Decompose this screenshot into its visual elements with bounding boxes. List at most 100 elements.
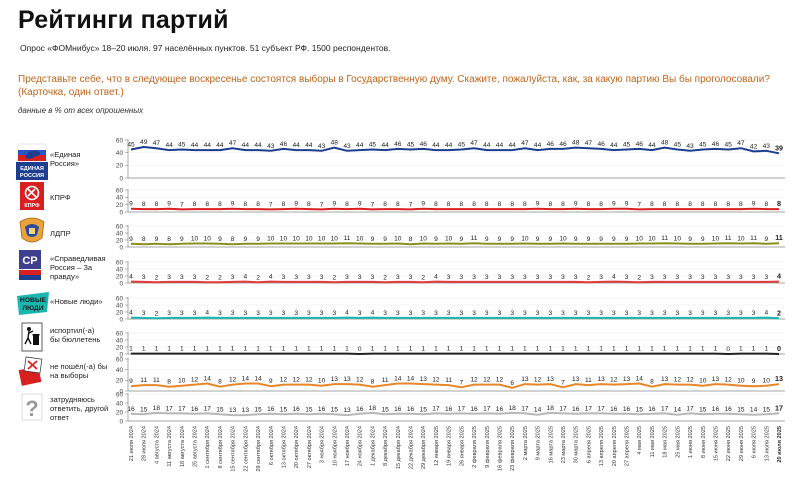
series-line-unsure	[130, 411, 780, 417]
data-label-spoil: 1	[282, 346, 286, 353]
data-label-noVote: 13	[331, 376, 339, 383]
data-label-sr: 3	[320, 274, 324, 281]
label-kprf: КПРФ	[50, 193, 71, 202]
data-label-ldpr: 11	[750, 235, 757, 242]
data-label-unsure: 16	[572, 406, 580, 413]
data-label-er: 44	[204, 142, 212, 149]
data-label-sr: 3	[460, 274, 464, 281]
data-label-er: 48	[661, 140, 669, 147]
x-tick-label: 11 августа 2024	[167, 426, 173, 467]
data-label-er: 49	[140, 139, 148, 146]
data-label-kprf: 8	[764, 201, 768, 208]
data-label-noVote: 12	[610, 377, 618, 384]
x-tick-label: 9 февраля 2025	[485, 426, 491, 468]
data-label-noVote: 9	[269, 378, 273, 385]
data-label-noVote: 13	[420, 376, 428, 383]
label-unsure: затрудняюсь ответить, другой ответ	[50, 395, 109, 423]
data-label-er: 45	[458, 142, 466, 149]
data-label-kprf: 8	[244, 201, 248, 208]
data-label-ldpr: 9	[510, 236, 514, 243]
x-tick-label: 6 июля 2025	[752, 426, 758, 458]
data-label-spoil: 1	[218, 346, 222, 353]
survey-subtitle: Опрос «ФОМнибус» 18–20 июля. 97 населённ…	[20, 43, 391, 53]
data-label-nl: 3	[739, 310, 743, 317]
data-label-spoil: 1	[307, 346, 311, 353]
x-tick-label: 23 февраля 2025	[510, 426, 516, 471]
data-label-kprf: 8	[701, 201, 705, 208]
data-label-spoil: 1	[129, 346, 133, 353]
data-label-kprf: 8	[434, 201, 438, 208]
data-label-kprf: 7	[637, 201, 641, 208]
y-tick-label: 0	[119, 351, 123, 358]
data-label-noVote: 13	[572, 376, 580, 383]
data-label-sr: 2	[332, 274, 336, 281]
data-label-spoil: 1	[460, 346, 464, 353]
data-label-noVote: 11	[585, 377, 592, 384]
data-label-unsure: 16	[267, 406, 275, 413]
y-tick-label: 60	[116, 356, 124, 363]
x-tick-label: 23 марта 2025	[561, 426, 567, 463]
data-label-spoil: 1	[320, 346, 324, 353]
data-label-unsure: 14	[750, 407, 758, 414]
units-note: данные в % от всех опрошенных	[18, 106, 144, 115]
data-label-spoil: 1	[587, 346, 591, 353]
x-tick-label: 22 сентября 2024	[243, 426, 249, 472]
data-label-sr: 3	[574, 274, 578, 281]
data-label-unsure: 16	[191, 406, 199, 413]
data-label-kprf: 8	[777, 199, 781, 208]
x-tick-label: 15 июня 2025	[713, 426, 719, 461]
data-label-spoil: 1	[663, 346, 667, 353]
question-mark-icon: ?	[21, 393, 43, 421]
svg-text:КПРФ: КПРФ	[24, 203, 40, 209]
data-label-unsure: 16	[648, 406, 656, 413]
data-label-sr: 4	[434, 274, 438, 281]
x-tick-label: 16 марта 2025	[548, 426, 554, 463]
data-label-er: 44	[165, 142, 173, 149]
data-label-ldpr: 10	[559, 236, 567, 243]
label-nl: «Новые люди»	[50, 297, 103, 306]
x-tick-label: 6 апреля 2025	[586, 426, 592, 463]
data-label-kprf: 8	[155, 201, 159, 208]
data-label-noVote: 12	[674, 377, 682, 384]
data-label-er: 46	[280, 141, 288, 148]
label-er: «Единая Россия»	[50, 150, 81, 169]
data-label-sr: 3	[358, 274, 362, 281]
data-label-kprf: 8	[587, 201, 591, 208]
data-label-spoil: 1	[548, 346, 552, 353]
label-spoil: испортил(-а) бы бюллетень	[50, 326, 101, 345]
data-label-unsure: 14	[674, 407, 682, 414]
data-label-nl: 3	[714, 310, 718, 317]
data-label-ldpr: 9	[371, 236, 375, 243]
data-label-spoil: 1	[472, 346, 476, 353]
y-tick-label: 20	[116, 378, 124, 385]
x-tick-label: 30 марта 2025	[574, 426, 580, 463]
trash-can-icon	[21, 322, 43, 352]
data-label-noVote: 8	[371, 379, 375, 386]
data-label-sr: 3	[701, 274, 705, 281]
data-label-nl: 3	[599, 310, 603, 317]
data-label-kprf: 8	[472, 201, 476, 208]
x-tick-label: 12 января 2025	[434, 426, 440, 466]
data-label-sr: 3	[650, 274, 654, 281]
data-label-kprf: 8	[218, 201, 222, 208]
data-label-unsure: 15	[381, 406, 389, 413]
data-label-spoil: 1	[345, 346, 349, 353]
data-label-unsure: 14	[534, 407, 542, 414]
svg-text:РОССИЯ: РОССИЯ	[20, 173, 44, 179]
data-label-nl: 3	[485, 310, 489, 317]
data-label-unsure: 15	[737, 406, 745, 413]
data-label-kprf: 7	[180, 201, 184, 208]
data-label-er: 43	[343, 143, 351, 150]
x-tick-label: 28 июля 2024	[142, 426, 148, 461]
data-label-er: 44	[191, 142, 199, 149]
data-label-noVote: 8	[167, 379, 171, 386]
data-label-sr: 2	[383, 274, 387, 281]
data-label-spoil: 1	[523, 346, 527, 353]
data-label-spoil: 1	[764, 346, 768, 353]
y-tick-label: 60	[116, 295, 124, 302]
data-label-unsure: 16	[445, 406, 453, 413]
data-label-sr: 2	[155, 274, 159, 281]
x-tick-label: 27 апреля 2025	[625, 426, 631, 466]
x-tick-label: 13 апреля 2025	[599, 426, 605, 466]
data-label-spoil: 1	[714, 346, 718, 353]
